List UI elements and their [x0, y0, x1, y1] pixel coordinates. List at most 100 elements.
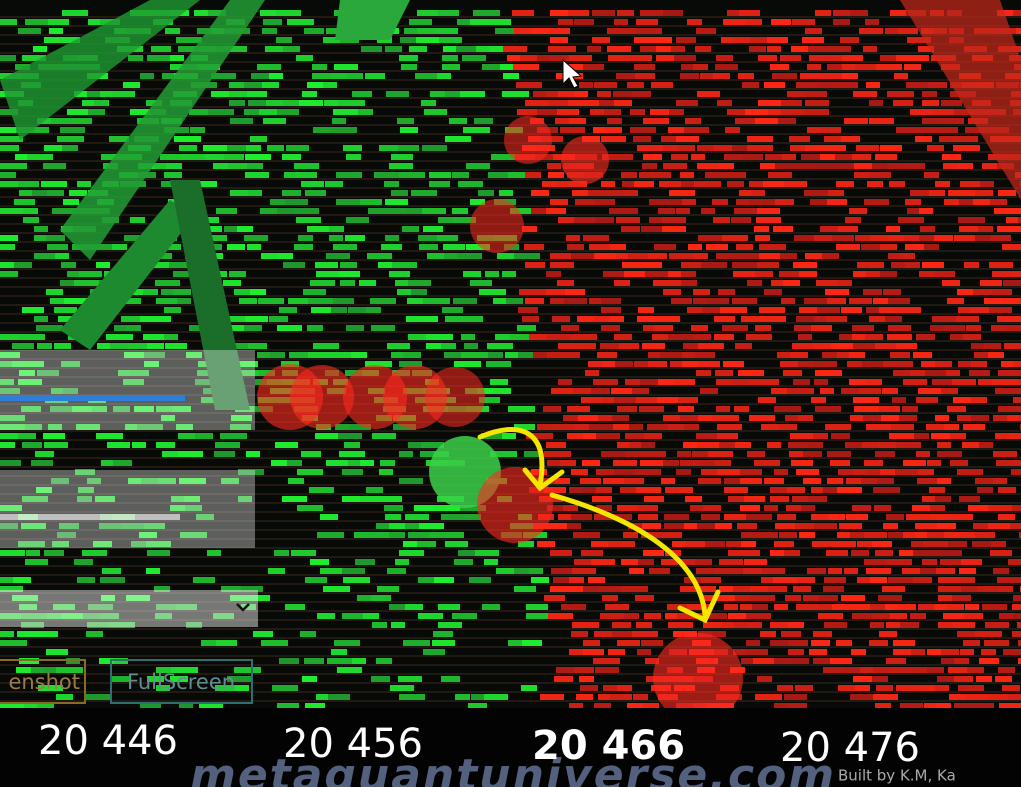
ask-bar: [906, 82, 931, 88]
bid-bar: [31, 460, 53, 466]
ask-bar: [820, 388, 834, 394]
ask-bar: [998, 190, 1016, 196]
annotation-arrows: [477, 427, 721, 624]
ask-bar: [886, 559, 912, 565]
ask-bar: [568, 586, 591, 592]
ask-bar: [917, 478, 942, 484]
ask-bar: [873, 667, 899, 673]
ask-bar: [930, 514, 951, 520]
ask-bar: [746, 550, 760, 556]
ask-bar: [595, 667, 619, 673]
ask-bar: [520, 55, 543, 61]
ask-bar: [929, 487, 945, 493]
ask-bar: [765, 154, 789, 160]
ask-bar: [823, 55, 847, 61]
row-line: [0, 304, 1021, 306]
ask-bar: [598, 415, 618, 421]
bid-bar: [302, 676, 317, 682]
ask-bar: [656, 46, 681, 52]
ask-bar: [535, 154, 555, 160]
ask-bar: [595, 199, 615, 205]
row-line: [0, 349, 1021, 351]
panel-slider[interactable]: [0, 470, 255, 548]
ask-bar: [723, 361, 744, 367]
ask-bar: [706, 244, 728, 250]
ask-bar: [603, 271, 630, 277]
bid-bar: [244, 235, 268, 241]
ask-bar: [750, 199, 775, 205]
ask-bar: [852, 325, 874, 331]
ask-bar: [854, 163, 873, 169]
ask-bar: [697, 91, 720, 97]
bid-bar: [55, 253, 69, 259]
bid-bar: [0, 145, 19, 151]
ask-bar: [610, 694, 632, 700]
ask-bar: [879, 406, 900, 412]
ask-bar: [816, 280, 839, 286]
screenshot-button[interactable]: [0, 659, 86, 704]
bid-bar: [335, 424, 355, 430]
ask-bar: [751, 190, 765, 196]
bid-bar: [470, 280, 492, 286]
bid-bar: [83, 613, 105, 619]
ask-bar: [697, 163, 723, 169]
ask-bar: [864, 532, 887, 538]
ask-bar: [663, 145, 687, 151]
ask-bar: [596, 505, 612, 511]
bid-bar: [76, 424, 100, 430]
ask-bar: [698, 235, 724, 241]
fullscreen-button[interactable]: [110, 659, 253, 704]
ask-bar: [728, 613, 751, 619]
bid-bar: [60, 280, 77, 286]
row-line: [0, 547, 1021, 549]
bid-bar: [294, 244, 313, 250]
ask-bar: [531, 190, 549, 196]
ask-bar: [656, 37, 672, 43]
panel-slider[interactable]: [0, 350, 255, 430]
bid-bar: [57, 136, 84, 142]
bid-bar: [488, 352, 503, 358]
ask-bar: [898, 28, 918, 34]
row-line: [0, 655, 1021, 657]
ask-bar: [598, 586, 624, 592]
ask-bar: [551, 388, 576, 394]
ask-bar: [984, 343, 1001, 349]
bid-bar: [363, 613, 379, 619]
ask-bar: [837, 352, 854, 358]
ask-bar: [573, 388, 599, 394]
ask-bar: [537, 109, 559, 115]
ask-bar: [544, 451, 571, 457]
ask-bar: [682, 352, 699, 358]
bid-bar: [0, 505, 22, 511]
select[interactable]: [0, 590, 258, 627]
bid-bar: [287, 460, 302, 466]
bid-bar: [170, 676, 188, 682]
bid-bar: [156, 298, 178, 304]
bid-bar: [51, 478, 69, 484]
ask-bar: [592, 496, 612, 502]
bid-bar: [60, 127, 85, 133]
bid-bar: [229, 325, 250, 331]
row-line: [0, 619, 1021, 621]
ask-bar: [713, 217, 730, 223]
ask-bar: [838, 685, 864, 691]
ask-bar: [798, 334, 812, 340]
ask-bar: [671, 298, 692, 304]
ask-bar: [625, 433, 652, 439]
ask-bar: [969, 370, 990, 376]
ask-bar: [873, 694, 898, 700]
ask-bar: [601, 307, 621, 313]
bid-bar: [23, 217, 39, 223]
ask-bar: [759, 253, 781, 259]
ask-bar: [792, 19, 815, 25]
bid-bar: [336, 172, 362, 178]
ask-bar: [664, 523, 685, 529]
ask-bar: [953, 397, 971, 403]
ask-bar: [657, 172, 671, 178]
ask-bar: [546, 208, 566, 214]
bid-bar: [59, 37, 80, 43]
ask-bar: [550, 298, 577, 304]
ask-bar: [1001, 361, 1019, 367]
ask-bar: [638, 514, 658, 520]
bid-bar: [154, 586, 170, 592]
